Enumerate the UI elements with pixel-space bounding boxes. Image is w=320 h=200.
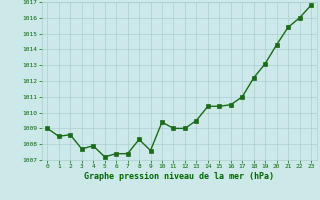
X-axis label: Graphe pression niveau de la mer (hPa): Graphe pression niveau de la mer (hPa) — [84, 172, 274, 181]
